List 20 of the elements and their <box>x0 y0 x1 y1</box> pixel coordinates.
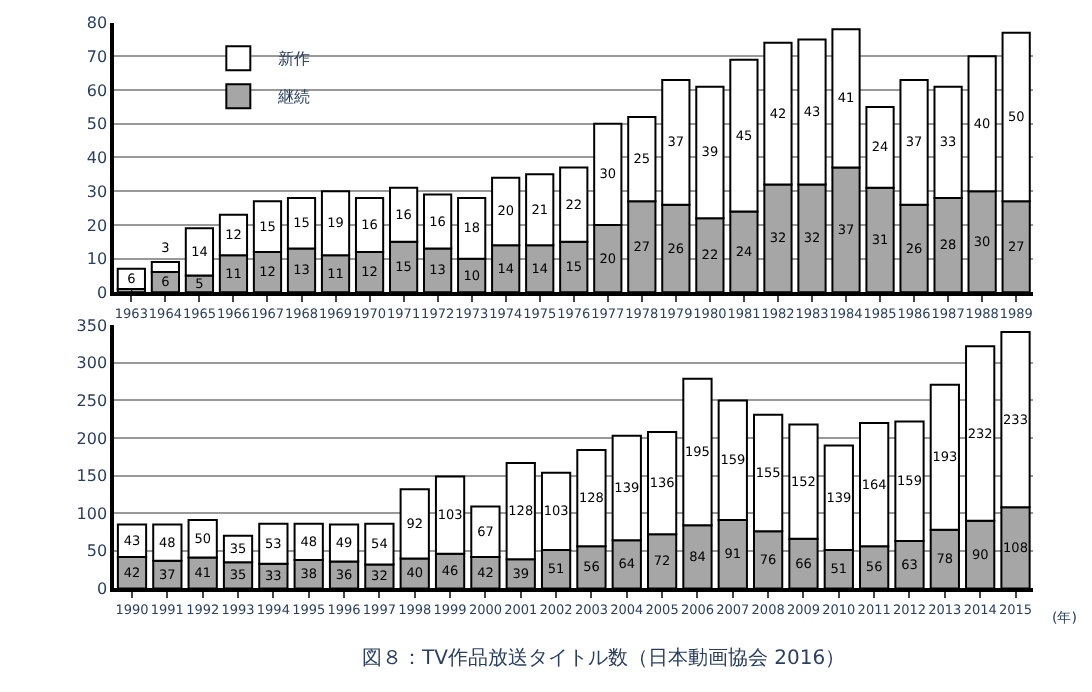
legend-label: 新作 <box>278 50 311 69</box>
y-tick-label: 50 <box>86 115 108 134</box>
y-tick-label: 20 <box>86 216 108 235</box>
y-tick-label: 250 <box>76 392 108 411</box>
y-tick-label: 200 <box>76 429 108 448</box>
y-tick-label: 30 <box>86 182 108 201</box>
y-tick-label: 0 <box>96 283 108 302</box>
y-tick-label: 60 <box>86 81 108 100</box>
y-tick-label: 40 <box>86 149 108 168</box>
y-tick-label: 0 <box>96 580 108 599</box>
y-tick-label: 350 <box>76 316 108 335</box>
y-tick-label: 10 <box>86 250 108 269</box>
caption: 図８：TV作品放送タイトル数（日本動画協会 2016） <box>362 646 846 670</box>
y-tick-label: 100 <box>76 504 108 523</box>
legend-label: 継続 <box>276 88 311 107</box>
y-tick-label: 50 <box>86 542 108 561</box>
y-tick-label: 80 <box>86 14 108 33</box>
y-tick-label: 70 <box>86 47 108 66</box>
y-tick-label: 150 <box>76 467 108 486</box>
y-tick-label: 300 <box>76 354 108 373</box>
